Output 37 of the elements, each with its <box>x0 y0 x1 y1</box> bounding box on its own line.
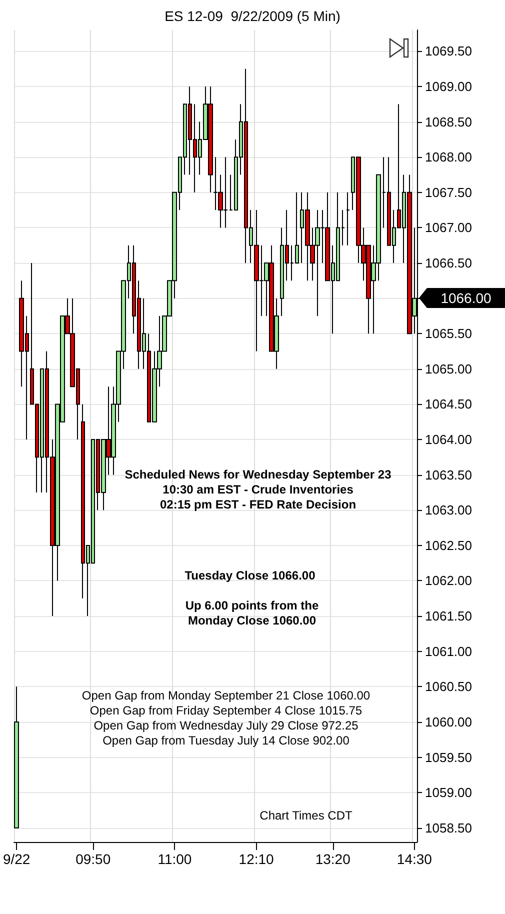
y-tick-label: 1064.00 <box>425 432 472 448</box>
y-tick-label: 1062.00 <box>425 573 472 588</box>
y-tick-label: 1058.50 <box>425 820 472 836</box>
annotation: Chart Times CDT <box>260 808 354 822</box>
annotation: Open Gap from Monday September 21 Close 1060.00 Open Gap from Friday September 4 Close 1015.75 Open Gap from Wednesday July 29 Close 972.25 Open Gap from Tuesday July 14 Close 902.00 <box>82 688 370 748</box>
annotation: Up 6.00 points from the Monday Close 1060.00 <box>185 598 319 628</box>
y-tick-label: 1060.50 <box>425 679 472 694</box>
x-tick-label: 12:10 <box>238 851 274 867</box>
y-tick-label: 1061.50 <box>425 608 472 624</box>
x-tick-label: 13:20 <box>315 851 351 867</box>
y-tick-label: 1062.50 <box>425 538 472 553</box>
y-tick-label: 1069.50 <box>425 44 472 59</box>
y-tick-label: 1064.50 <box>425 396 472 412</box>
y-tick-label: 1067.50 <box>425 184 472 200</box>
x-tick-label: 09:50 <box>76 851 111 867</box>
annotation: Scheduled News for Wednesday September 23 10:30 am EST - Crude Inventories 02:15 pm EST - FED Rate Decision <box>124 468 392 512</box>
y-tick-label: 1059.00 <box>425 785 472 800</box>
text: 1066.00 <box>440 290 492 306</box>
x-tick-label: 11:00 <box>158 851 192 867</box>
y-tick-label: 1065.50 <box>425 326 472 342</box>
annotation: Tuesday Close 1066.00 <box>184 568 316 582</box>
y-tick-label: 1061.00 <box>425 644 472 659</box>
x-tick-label: 9/22 <box>2 851 30 867</box>
candlestick <box>14 686 19 828</box>
y-tick-label: 1068.00 <box>425 150 472 165</box>
candlestick <box>346 192 350 246</box>
y-tick-label: 1068.50 <box>425 114 472 130</box>
x-tick-label: 14:30 <box>396 851 432 867</box>
y-tick-label: 1063.00 <box>425 502 472 518</box>
y-tick-label: 1060.00 <box>425 714 472 730</box>
y-tick-label: 1063.50 <box>425 467 472 482</box>
chart-title: ES 12-09 9/22/2009 (5 Min) <box>164 8 340 24</box>
y-tick-label: 1059.50 <box>425 750 472 765</box>
y-tick-label: 1067.00 <box>425 220 472 236</box>
y-tick-label: 1066.50 <box>425 256 472 271</box>
y-tick-label: 1069.00 <box>425 78 472 94</box>
y-tick-label: 1065.00 <box>425 361 472 376</box>
